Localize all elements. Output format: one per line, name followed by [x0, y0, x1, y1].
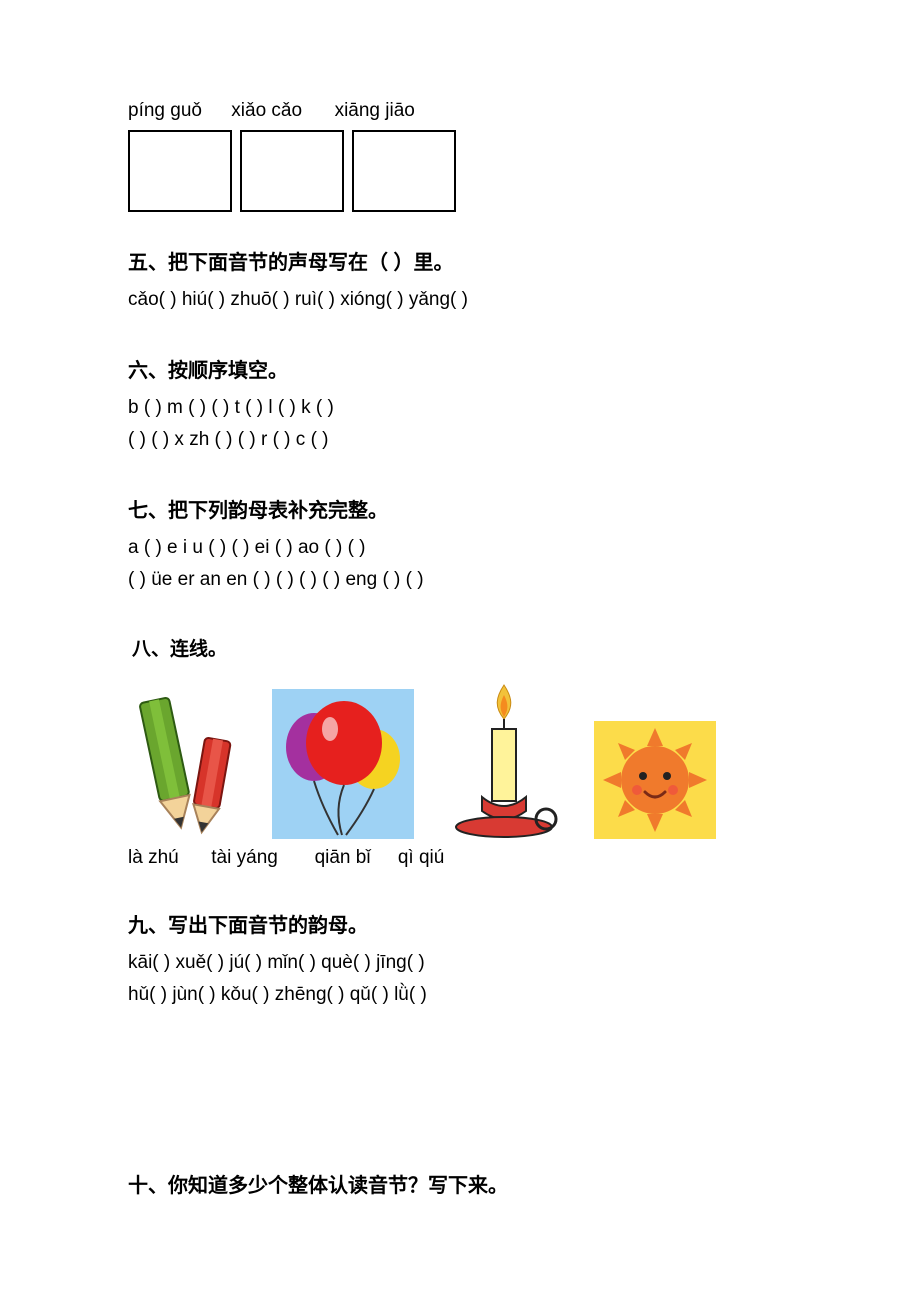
- section-5: 五、把下面音节的声母写在（ ）里。 cǎo( ) hiú( ) zhuō( ) …: [128, 246, 792, 314]
- answer-box[interactable]: [352, 130, 456, 212]
- section-title: 七、把下列韵母表补充完整。: [128, 494, 792, 523]
- section-title: 五、把下面音节的声母写在（ ）里。: [128, 246, 792, 275]
- image-pencils: [128, 691, 240, 839]
- label-qiqiu: qì qiú: [398, 847, 458, 869]
- section-7: 七、把下列韵母表补充完整。 a ( ) e i u ( ) ( ) ei ( )…: [128, 494, 792, 594]
- matching-labels: là zhú tài yáng qiān bǐ qì qiú: [128, 847, 792, 869]
- section-9: 九、写出下面音节的韵母。 kāi( ) xuě( ) jú( ) mǐn( ) …: [128, 909, 792, 1009]
- section-8: 八、连线。: [128, 634, 792, 869]
- exercise-line: a ( ) e i u ( ) ( ) ei ( ) ao ( ) ( ): [128, 533, 792, 562]
- pinyin-3: xiāng jiāo: [335, 100, 445, 122]
- answer-box[interactable]: [128, 130, 232, 212]
- section-title: 六、按顺序填空。: [128, 354, 792, 383]
- answer-boxes: [128, 130, 792, 212]
- image-sun: [594, 721, 716, 839]
- worksheet-page: píng guǒ xiǎo cǎo xiāng jiāo 五、把下面音节的声母写…: [0, 0, 920, 1278]
- label-qianbi: qiān bǐ: [315, 847, 393, 869]
- section-title: 九、写出下面音节的韵母。: [128, 909, 792, 938]
- exercise-line: kāi( ) xuě( ) jú( ) mǐn( ) què( ) jīng( …: [128, 948, 792, 977]
- balloons-icon: [272, 689, 414, 839]
- exercise-line: cǎo( ) hiú( ) zhuō( ) ruì( ) xióng( ) yǎ…: [128, 285, 792, 314]
- answer-box[interactable]: [240, 130, 344, 212]
- candle-icon: [446, 679, 562, 839]
- matching-images: [128, 679, 792, 839]
- section-top: píng guǒ xiǎo cǎo xiāng jiāo: [128, 100, 792, 212]
- image-candle: [446, 679, 562, 839]
- label-taiyang: tài yáng: [211, 847, 309, 869]
- label-lazhu: là zhú: [128, 847, 206, 869]
- image-balloons: [272, 689, 414, 839]
- exercise-line: b ( ) m ( ) ( ) t ( ) l ( ) k ( ): [128, 393, 792, 422]
- exercise-line: ( ) üe er an en ( ) ( ) ( ) ( ) eng ( ) …: [128, 565, 792, 594]
- pinyin-row: píng guǒ xiǎo cǎo xiāng jiāo: [128, 100, 792, 122]
- exercise-line: ( ) ( ) x zh ( ) ( ) r ( ) c ( ): [128, 425, 792, 454]
- section-10: 十、你知道多少个整体认读音节？写下来。: [128, 1169, 792, 1198]
- pinyin-1: píng guǒ: [128, 100, 226, 122]
- pinyin-2: xiǎo cǎo: [231, 100, 329, 122]
- exercise-line: hǔ( ) jùn( ) kǒu( ) zhēng( ) qǔ( ) lǜ( ): [128, 980, 792, 1009]
- spacer: [128, 1049, 792, 1169]
- pencils-icon: [128, 691, 240, 839]
- section-title: 八、连线。: [132, 634, 792, 661]
- sun-icon: [594, 721, 716, 839]
- section-title: 十、你知道多少个整体认读音节？写下来。: [128, 1169, 792, 1198]
- section-6: 六、按顺序填空。 b ( ) m ( ) ( ) t ( ) l ( ) k (…: [128, 354, 792, 454]
